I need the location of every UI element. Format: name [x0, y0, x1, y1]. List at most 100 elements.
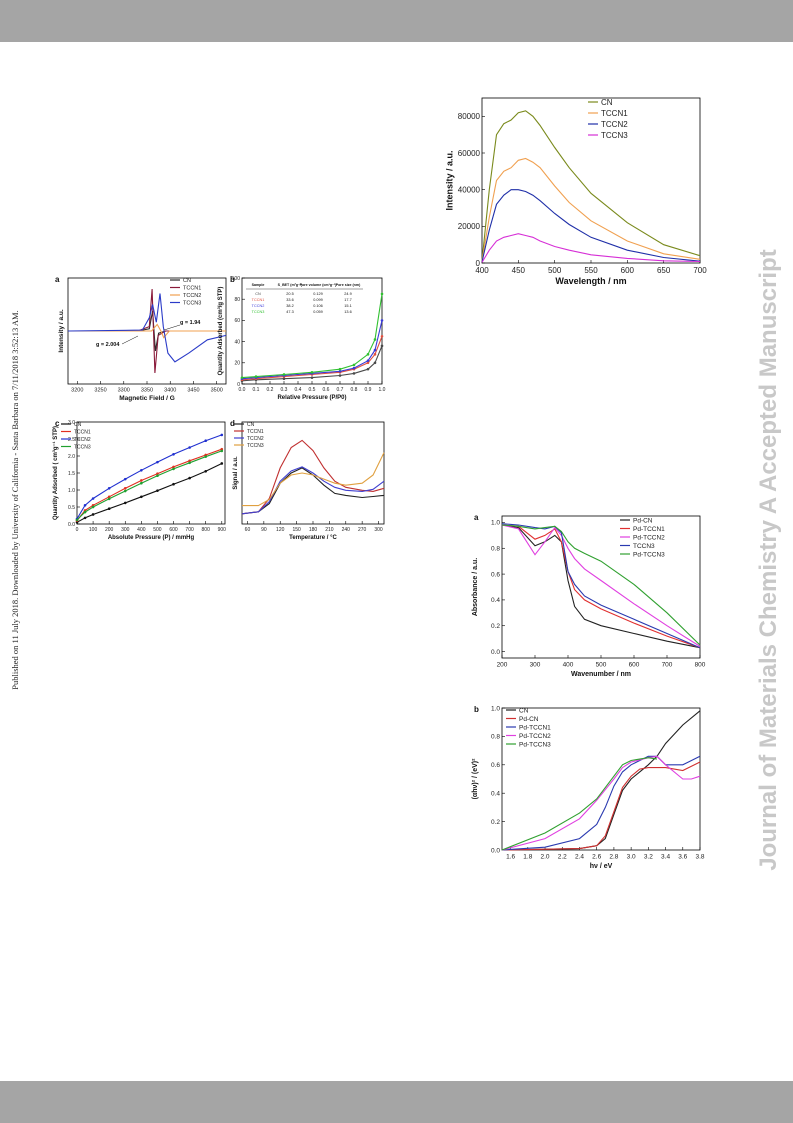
bet-isotherm-chart: 0.0 0.1 0.2 0.3 0.4 0.5 0.6 0.7 0.8 0.9 1.0 0 20 40 60… — [217, 275, 386, 401]
co2-point — [204, 439, 207, 442]
bet-table-cell: 24.9 — [344, 292, 351, 296]
co2-ytick-label: 2.5 — [68, 437, 75, 443]
co2-xtick-label: 500 — [153, 527, 162, 533]
tauc-legend-label: CN — [519, 707, 529, 714]
pl-series-tccn3 — [481, 233, 701, 263]
tpd-xtick-label: 270 — [358, 527, 367, 533]
co2-point — [188, 476, 191, 480]
tpd-xtick-label: 120 — [276, 527, 285, 533]
epr-xtick-label: 3500 — [211, 388, 223, 394]
pl-xtick-label: 600 — [621, 266, 635, 275]
tauc-legend-label: Pd-TCCN3 — [519, 741, 551, 748]
bet-ytick-label: 40 — [234, 339, 240, 345]
bet-table-cell: 38.2 — [286, 304, 293, 308]
bet-point — [380, 292, 384, 296]
abs-series-tccn3 — [501, 523, 701, 649]
co2-point — [83, 516, 87, 520]
publication-note: Published on 11 July 2018. Downloaded by… — [8, 250, 22, 750]
bet-point — [310, 371, 314, 374]
bet-xtick-label: 0.6 — [323, 387, 330, 393]
pl-ylabel: Intensity / a.u. — [444, 150, 454, 210]
bet-point — [254, 375, 258, 378]
tpd-legend-label: TCCN3 — [247, 443, 264, 449]
footer-bar — [0, 1081, 793, 1123]
publication-note-text: Published on 11 July 2018. Downloaded by… — [10, 310, 20, 690]
tauc-ytick-label: 0.2 — [491, 819, 500, 826]
bet-xtick-label: 0.7 — [337, 387, 344, 393]
tpd-xtick-label: 60 — [245, 527, 251, 533]
pl-ytick-label: 80000 — [458, 112, 481, 121]
tpd-legend-label: TCCN2 — [247, 436, 264, 442]
pl-xtick-label: 500 — [548, 266, 562, 275]
tauc-series-cn — [501, 710, 701, 851]
tauc-xtick-label: 2.0 — [541, 854, 550, 861]
tpd-legend-label: TCCN1 — [247, 429, 264, 435]
co2-point — [188, 446, 191, 449]
abs-xtick-label: 500 — [596, 662, 607, 669]
tauc-ytick-label: 0.4 — [491, 790, 500, 797]
bet-point — [373, 338, 377, 341]
tauc-ylabel: (αhν)² / (eV)² — [472, 758, 479, 800]
bet-point — [310, 376, 314, 379]
co2-point — [172, 453, 175, 456]
tauc-xtick-label: 3.4 — [661, 854, 670, 861]
bet-point — [366, 353, 370, 356]
epr-xtick-label: 3200 — [71, 388, 83, 394]
bet-table-header: Sample — [252, 283, 265, 287]
abs-legend-label: TCCN3 — [633, 543, 655, 550]
abs-legend-label: Pd-TCCN3 — [633, 551, 665, 558]
bet-table-cell: 20.5 — [286, 292, 293, 296]
co2-xlabel: Absolute Pressure (P) / mmHg — [108, 535, 195, 541]
co2-xtick-label: 600 — [169, 527, 178, 533]
journal-watermark-text: Journal of Materials Chemistry A Accepte… — [755, 249, 782, 871]
bet-series-tccn2 — [241, 320, 383, 380]
bet-point — [352, 372, 356, 375]
abs-xtick-label: 400 — [563, 662, 574, 669]
bet-table-cell: 0.106 — [313, 304, 323, 308]
bet-table-cell: 0.129 — [313, 292, 323, 296]
co2-xtick-label: 400 — [137, 527, 146, 533]
co2-adsorption-chart: 0 100 200 300 400 500 600 700 800 900 0.0 0.5 1.0 1.5… — [52, 419, 226, 541]
tauc-series-pd-tccn2 — [501, 755, 701, 851]
co2-point — [220, 433, 224, 437]
panel-d-letter: d — [230, 419, 235, 428]
bet-point — [380, 319, 384, 322]
bet-xtick-label: 0.9 — [365, 387, 372, 393]
tauc-legend-label: Pd-TCCN2 — [519, 733, 551, 740]
abs-ytick-label: 0.2 — [491, 623, 500, 630]
co2-point — [220, 449, 224, 453]
epr-xtick-label: 3250 — [94, 388, 106, 394]
co2-point — [172, 467, 175, 471]
co2-xtick-label: 300 — [121, 527, 130, 533]
co2-legend-label: TCCN2 — [74, 437, 91, 443]
tpd-series-tccn3 — [242, 452, 385, 507]
co2-ytick-label: 1.5 — [68, 471, 75, 477]
abs-series-pd-tccn2 — [501, 524, 701, 647]
tauc-ytick-label: 0.0 — [491, 847, 500, 854]
pl-legend-label: TCCN2 — [601, 120, 628, 129]
co2-series-cn — [76, 463, 223, 523]
co2-ytick-label: 1.0 — [68, 488, 75, 494]
co2-point — [156, 474, 159, 478]
tpd-xlabel: Temperature / °C — [289, 535, 337, 541]
bet-xtick-label: 0.0 — [239, 387, 246, 393]
abs-xtick-label: 300 — [530, 662, 541, 669]
pl-spectrum-chart: 400 450 500 550 600 650 700 0 20000 40000 60000 800… — [444, 97, 707, 286]
bet-table-cell: TCCN2 — [252, 304, 265, 308]
bet-table-cell: 33.6 — [286, 298, 293, 302]
tauc-xtick-label: 3.0 — [627, 854, 636, 861]
epr-xtick-label: 3300 — [118, 388, 130, 394]
pl-legend-label: CN — [601, 98, 613, 107]
bet-point — [352, 366, 356, 370]
co2-point — [123, 487, 127, 490]
bet-table-cell: TCCN1 — [252, 298, 265, 302]
co2-point — [75, 518, 79, 522]
co2-point — [107, 495, 111, 499]
bet-point — [282, 377, 286, 380]
co2-legend-label: CN — [74, 422, 82, 428]
co2-ytick-label: 3.0 — [68, 420, 75, 426]
panel-abs-letter: a — [474, 513, 479, 522]
abs-xtick-label: 200 — [497, 662, 508, 669]
co2-point — [91, 497, 95, 500]
bet-point — [380, 335, 384, 338]
